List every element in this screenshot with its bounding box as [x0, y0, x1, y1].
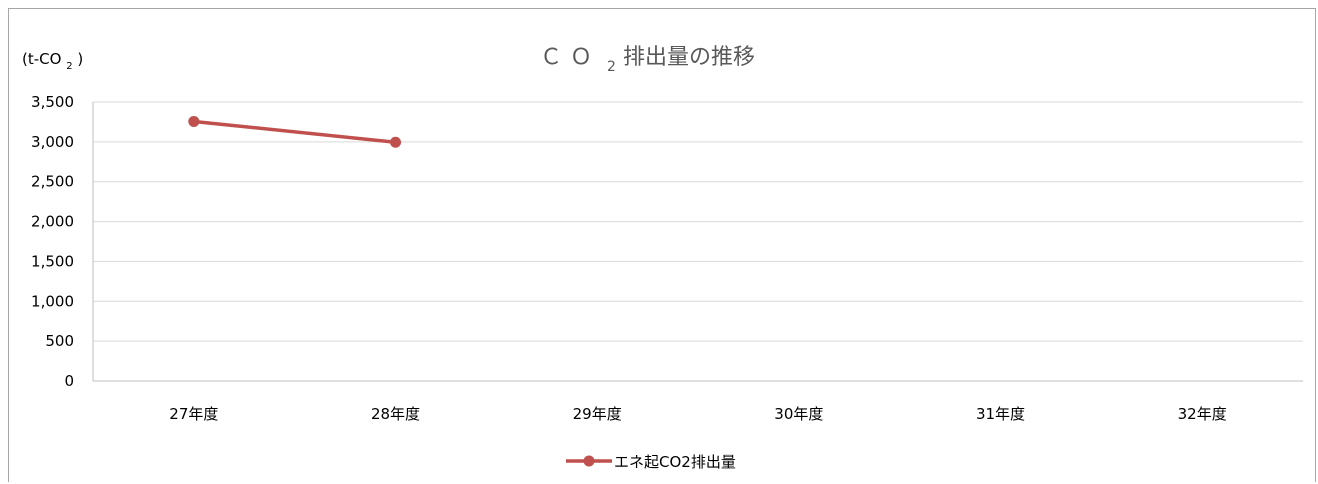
legend: エネ起CO2排出量: [566, 453, 736, 471]
y-tick-label: 2,000: [31, 213, 74, 231]
x-tick-label: 30年度: [774, 405, 823, 423]
series-line-segment: [192, 119, 398, 145]
x-tick-label: 31年度: [976, 405, 1025, 423]
y-tick-label: 0: [64, 372, 74, 390]
y-tick-label: 3,000: [31, 133, 74, 151]
y-axis-unit-label: (t-CO 2 ): [22, 50, 83, 73]
y-axis-ticks: 0 500 1,000 1,500 2,000 2,500 3,000 3,500: [31, 93, 74, 390]
y-tick-label: 3,500: [31, 93, 74, 111]
y-tick-label: 1,500: [31, 252, 74, 270]
x-tick-label: 32年度: [1178, 405, 1227, 423]
series-layer: [188, 115, 401, 148]
chart-title: ＣＯ 2 排出量の推移: [540, 45, 755, 77]
data-point: [390, 136, 401, 148]
legend-label: エネ起CO2排出量: [614, 453, 736, 471]
y-tick-label: 500: [45, 332, 74, 350]
y-tick-label: 1,000: [31, 292, 74, 310]
data-point: [188, 115, 200, 127]
x-tick-label: 27年度: [169, 405, 218, 423]
chart-area: [8, 8, 1316, 482]
x-tick-label: 28年度: [371, 405, 420, 423]
y-tick-label: 2,500: [31, 173, 74, 191]
legend-marker-swatch: [583, 455, 595, 467]
x-tick-label: 29年度: [573, 405, 622, 423]
x-axis-ticks: 27年度 28年度 29年度 30年度 31年度 32年度: [169, 405, 1226, 423]
gridlines: [92, 101, 1303, 382]
